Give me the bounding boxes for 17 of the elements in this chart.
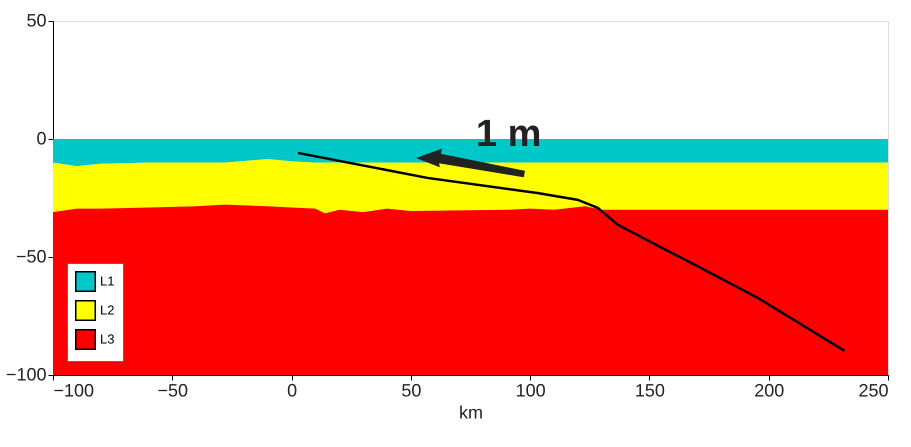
x-tick-label: 0 xyxy=(287,380,298,400)
x-axis-title: km xyxy=(459,402,483,422)
x-tick-label: 50 xyxy=(401,380,422,400)
x-tick-label: 100 xyxy=(516,380,546,400)
legend-label: L1 xyxy=(100,274,114,288)
x-tick-label: 250 xyxy=(858,380,888,400)
y-tick-label: 0 xyxy=(36,128,46,148)
y-tick-label: 50 xyxy=(26,10,46,30)
x-tick-label: −100 xyxy=(54,380,94,400)
x-tick-label: 150 xyxy=(634,380,665,400)
series-label: L3 xyxy=(100,332,114,346)
x-tick-label: 200 xyxy=(754,380,784,400)
line-series xyxy=(296,152,846,352)
y-tick-label: −100 xyxy=(6,364,46,384)
x-tick-label: −50 xyxy=(158,380,188,400)
y-tick-label: −50 xyxy=(16,246,46,266)
legend-label: L2 xyxy=(100,302,114,318)
